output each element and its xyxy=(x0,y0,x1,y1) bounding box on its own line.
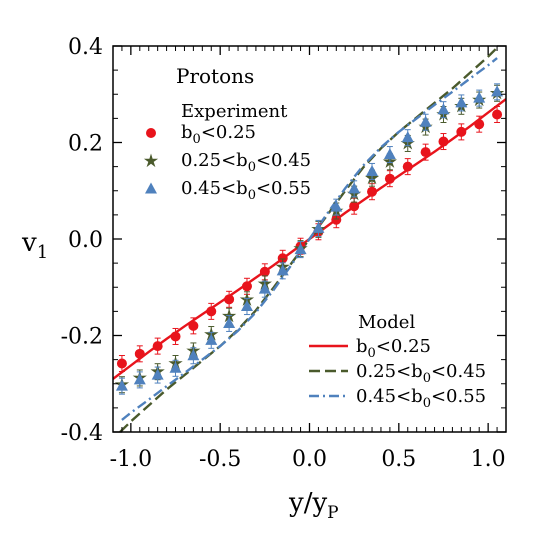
data-point xyxy=(455,96,468,108)
data-point xyxy=(259,266,270,277)
data-point xyxy=(169,361,182,373)
legend-label-model-2: 0.25<b0<0.45 xyxy=(356,361,486,386)
data-point xyxy=(348,182,361,194)
experiment-legend: b0<0.25 0.25<b0<0.45 0.45<b0<0.55 xyxy=(143,122,311,203)
model-legend: b0<0.250.25<b0<0.450.45<b0<0.55 xyxy=(309,336,486,411)
data-point xyxy=(152,341,163,352)
data-point xyxy=(277,253,288,264)
model-curve-2 xyxy=(119,46,500,432)
data-point xyxy=(116,358,127,369)
x-tick-label: 0.5 xyxy=(381,447,416,472)
data-point xyxy=(223,316,236,328)
x-tick-label: -0.5 xyxy=(199,447,241,472)
data-point xyxy=(474,119,485,130)
data-point xyxy=(151,368,164,380)
legend-marker-exp-2 xyxy=(143,153,159,168)
y-axis-title-main: v xyxy=(21,228,37,258)
data-point xyxy=(241,281,252,292)
data-point xyxy=(366,164,379,176)
x-axis-title-main: y/y xyxy=(288,488,327,518)
x-tick-label: -1.0 xyxy=(110,447,152,472)
legend-label-exp-1: b0<0.25 xyxy=(181,122,256,147)
data-point xyxy=(420,147,431,158)
data-point xyxy=(206,306,217,317)
data-point xyxy=(294,243,307,255)
data-point xyxy=(170,331,181,342)
legend-label-model-1: b0<0.25 xyxy=(356,336,431,361)
legend-marker-exp-3 xyxy=(145,182,157,194)
data-point xyxy=(133,373,146,385)
data-point xyxy=(330,200,343,212)
data-point xyxy=(367,186,378,197)
data-point xyxy=(492,109,503,120)
tick-layer: -1.0 -0.5 0.0 0.5 1.0 -0.4 -0.2 0.0 0.2 0.4 xyxy=(61,35,507,472)
data-point xyxy=(401,131,414,143)
y-axis-title: v1 xyxy=(21,228,48,263)
data-point xyxy=(205,333,218,345)
y-tick-label: -0.2 xyxy=(61,325,103,350)
data-point xyxy=(419,115,432,127)
x-axis-title-sub: P xyxy=(327,503,338,523)
y-tick-label: 0.0 xyxy=(68,228,103,253)
data-point xyxy=(276,264,289,276)
data-point xyxy=(491,85,504,97)
model-legend-title: Model xyxy=(358,312,415,333)
data-point xyxy=(473,91,486,103)
data-point xyxy=(437,103,450,115)
data-point xyxy=(188,320,199,331)
experiment-legend-title: Experiment xyxy=(181,101,288,122)
data-point xyxy=(187,349,200,361)
data-point xyxy=(456,126,467,137)
y-tick-label: 0.4 xyxy=(68,35,103,60)
series-layer xyxy=(113,46,506,432)
data-point xyxy=(438,136,449,147)
x-axis-title: y/yP xyxy=(288,488,339,523)
data-point xyxy=(349,201,360,212)
legend-label-exp-2: 0.25<b0<0.45 xyxy=(181,150,311,175)
model-curve-3 xyxy=(121,57,498,421)
data-point xyxy=(134,348,145,359)
x-tick-label: 0.0 xyxy=(292,447,327,472)
legend-marker-exp-1 xyxy=(146,128,156,138)
x-tick-label: 1.0 xyxy=(471,447,506,472)
data-point xyxy=(115,379,128,391)
data-point xyxy=(402,161,413,172)
legend-label-model-3: 0.45<b0<0.55 xyxy=(356,386,486,411)
legend-label-exp-3: 0.45<b0<0.55 xyxy=(181,178,311,203)
y-axis-title-sub: 1 xyxy=(37,242,48,263)
protons-annotation: Protons xyxy=(176,64,254,88)
experiment-series-1 xyxy=(116,106,503,372)
data-point xyxy=(258,282,271,294)
experiment-series-3 xyxy=(115,83,504,395)
y-tick-label: 0.2 xyxy=(68,132,103,157)
y-tick-label: -0.4 xyxy=(61,421,103,446)
data-point xyxy=(384,173,395,184)
data-point xyxy=(331,214,342,225)
data-point xyxy=(240,300,253,312)
data-point xyxy=(312,221,325,233)
data-point xyxy=(383,148,396,160)
data-point xyxy=(224,294,235,305)
